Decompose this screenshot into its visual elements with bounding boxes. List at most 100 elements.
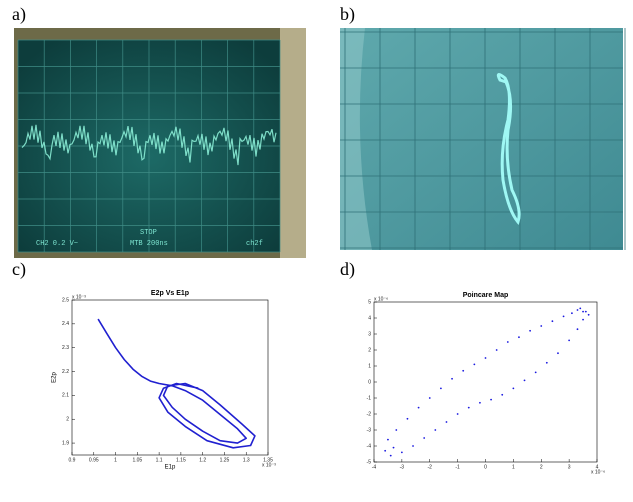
point <box>582 310 584 313</box>
point <box>584 310 587 313</box>
point <box>389 454 392 457</box>
point <box>395 429 398 431</box>
point <box>451 377 453 380</box>
y-tick-label: 2.1 <box>62 393 69 399</box>
chart-title: Poincare Map <box>463 292 509 299</box>
point <box>557 352 559 355</box>
x-tick-label: -4 <box>372 464 377 470</box>
panel-label: b) <box>340 4 355 25</box>
point <box>428 397 431 399</box>
point <box>400 451 403 454</box>
point <box>406 417 409 420</box>
point <box>467 406 470 409</box>
screen-text: CH2 0.2 V~ <box>36 240 78 248</box>
x-tick-label: -1 <box>455 464 460 470</box>
point <box>479 401 481 404</box>
point <box>440 387 442 390</box>
point <box>576 328 579 331</box>
x-tick-label: 1.25 <box>220 457 230 463</box>
point <box>545 361 548 364</box>
y-tick-label: 2.4 <box>62 321 69 327</box>
point <box>456 413 459 415</box>
point <box>562 315 565 318</box>
screen-text: STOP <box>140 229 157 237</box>
point <box>506 341 509 343</box>
panel-label: a) <box>12 4 26 25</box>
point <box>412 445 414 447</box>
x-tick-label: 1.2 <box>199 457 206 463</box>
y-tick-label: 2.3 <box>62 345 69 351</box>
y-tick-label: 2.2 <box>62 369 69 375</box>
x-tick-label: 0 <box>484 464 487 470</box>
y-multiplier: x 10⁻⁶ <box>374 296 388 302</box>
panel-label: d) <box>340 259 355 280</box>
point <box>587 313 590 316</box>
point <box>523 379 526 382</box>
point <box>501 393 504 396</box>
point <box>576 309 579 311</box>
point <box>551 320 554 323</box>
point <box>490 398 492 401</box>
screen-text: MTB 200ns <box>130 240 168 248</box>
panel-label: c) <box>12 259 26 280</box>
oscilloscope-photo <box>340 28 626 250</box>
y-tick-label: 2 <box>66 417 69 423</box>
point <box>495 349 498 351</box>
y-tick-label: 2.5 <box>62 297 69 303</box>
point <box>568 339 571 342</box>
y-tick-label: 5 <box>368 299 371 305</box>
x-tick-label: 4 <box>596 464 599 470</box>
x-tick-label: 3 <box>568 464 571 470</box>
y-tick-label: -5 <box>367 459 372 465</box>
y-tick-label: 0 <box>368 379 371 385</box>
point <box>473 363 476 366</box>
point <box>445 421 448 423</box>
oscilloscope-photo: CH2 0.2 V~ STOP MTB 200ns ch2f <box>14 28 306 258</box>
y-tick-label: -4 <box>367 443 372 449</box>
x-tick-label: -3 <box>400 464 405 470</box>
screen-text: ch2f <box>246 240 263 248</box>
y-axis-label: E2p <box>52 372 58 383</box>
x-tick-label: 1.3 <box>243 457 250 463</box>
x-tick-label: 1.05 <box>132 457 142 463</box>
point <box>579 307 582 310</box>
x-tick-label: 1 <box>114 457 117 463</box>
point <box>534 371 537 374</box>
y-multiplier: x 10⁻³ <box>72 294 86 300</box>
y-tick-label: -1 <box>367 395 372 401</box>
x-tick-label: 2 <box>540 464 543 470</box>
plot-frame <box>373 301 598 463</box>
y-tick-label: 3 <box>368 331 371 337</box>
y-tick-label: 1.9 <box>62 440 69 446</box>
x-tick-label: 1.1 <box>156 457 163 463</box>
x-tick-label: -2 <box>428 464 433 470</box>
point <box>512 387 515 390</box>
curve <box>97 318 256 449</box>
point <box>529 329 531 332</box>
x-tick-label: 1.35 <box>263 457 273 463</box>
point <box>423 437 426 439</box>
y-tick-label: 4 <box>368 315 371 321</box>
x-multiplier: x 10⁻⁶ <box>591 469 605 475</box>
x-tick-label: 0.95 <box>89 457 99 463</box>
point <box>518 336 520 339</box>
chart-title: E2p Vs E1p <box>151 290 189 297</box>
point <box>384 449 387 452</box>
point <box>462 369 465 372</box>
point <box>417 406 420 409</box>
x-multiplier: x 10⁻³ <box>262 462 276 468</box>
x-tick-label: 1 <box>512 464 515 470</box>
x-tick-label: 0.9 <box>69 457 76 463</box>
point <box>434 429 437 431</box>
y-tick-label: 1 <box>368 363 371 369</box>
y-tick-label: -3 <box>367 427 372 433</box>
y-tick-label: -2 <box>367 411 372 417</box>
point <box>582 318 584 321</box>
point <box>484 357 487 359</box>
point <box>540 325 543 327</box>
point <box>387 438 389 441</box>
plot-frame <box>71 299 269 456</box>
point <box>571 312 573 315</box>
